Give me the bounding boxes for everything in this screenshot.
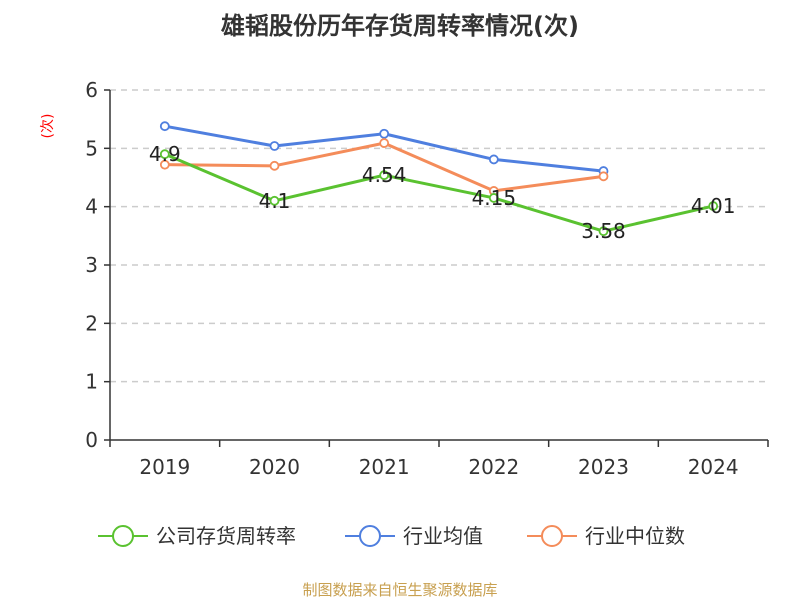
legend: 公司存货周转率 行业均值 行业中位数 <box>98 524 685 548</box>
legend-label: 公司存货周转率 <box>156 524 296 548</box>
y-tick-label: 1 <box>85 370 98 394</box>
data-point[interactable] <box>708 201 719 211</box>
legend-item[interactable]: 行业均值 <box>345 524 483 548</box>
legend-item[interactable]: 行业中位数 <box>527 524 685 548</box>
data-point[interactable] <box>159 149 170 160</box>
y-tick-label: 3 <box>85 253 98 277</box>
series-line <box>163 152 715 233</box>
x-tick-label: 2019 <box>139 455 190 479</box>
data-label: 4.15 <box>472 186 517 210</box>
data-label: 4.54 <box>362 163 407 187</box>
data-point[interactable] <box>379 170 390 181</box>
data-label: 3.58 <box>581 219 626 243</box>
data-point[interactable] <box>598 226 609 237</box>
y-tick-label: 0 <box>85 428 98 452</box>
data-label: 4.1 <box>259 189 291 213</box>
data-labels: 4.9 4.1 4.54 4.15 3.58 4.01 <box>149 142 736 243</box>
data-label: 4.9 <box>149 142 181 166</box>
chart-title: 雄韬股份历年存货周转率情况(次) <box>220 12 579 40</box>
series-0 <box>159 149 719 237</box>
y-tick-label: 2 <box>85 311 98 335</box>
data-point[interactable] <box>379 138 390 148</box>
y-tick-label: 4 <box>85 195 98 219</box>
legend-label: 行业均值 <box>403 524 483 548</box>
x-tick-label: 2021 <box>359 455 410 479</box>
y-tick-label: 5 <box>85 136 98 160</box>
x-tick-label: 2022 <box>468 455 519 479</box>
legend-marker <box>541 525 563 547</box>
data-point[interactable] <box>488 193 499 203</box>
data-point[interactable] <box>269 160 280 171</box>
legend-label: 行业中位数 <box>585 524 685 548</box>
y-axis-label: (次) <box>40 114 56 139</box>
data-point[interactable] <box>379 128 390 139</box>
source-note: 制图数据来自恒生聚源数据库 <box>302 581 497 599</box>
legend-marker <box>112 525 134 547</box>
data-point[interactable] <box>269 141 280 151</box>
x-tick-label: 2024 <box>688 455 739 479</box>
data-point[interactable] <box>598 171 609 182</box>
legend-marker <box>359 525 381 547</box>
data-point[interactable] <box>269 195 280 206</box>
axes: 0 1 2 3 4 5 6 2019 2020 2021 2022 2023 2024 <box>85 78 769 479</box>
data-point[interactable] <box>488 154 499 165</box>
data-label: 4.01 <box>691 194 736 218</box>
x-tick-label: 2023 <box>578 455 629 479</box>
series-lines <box>159 121 719 237</box>
legend-item[interactable]: 公司存货周转率 <box>98 524 296 548</box>
y-tick-label: 6 <box>85 78 98 102</box>
data-point[interactable] <box>159 159 170 170</box>
data-point[interactable] <box>159 121 170 132</box>
x-tick-label: 2020 <box>249 455 300 479</box>
